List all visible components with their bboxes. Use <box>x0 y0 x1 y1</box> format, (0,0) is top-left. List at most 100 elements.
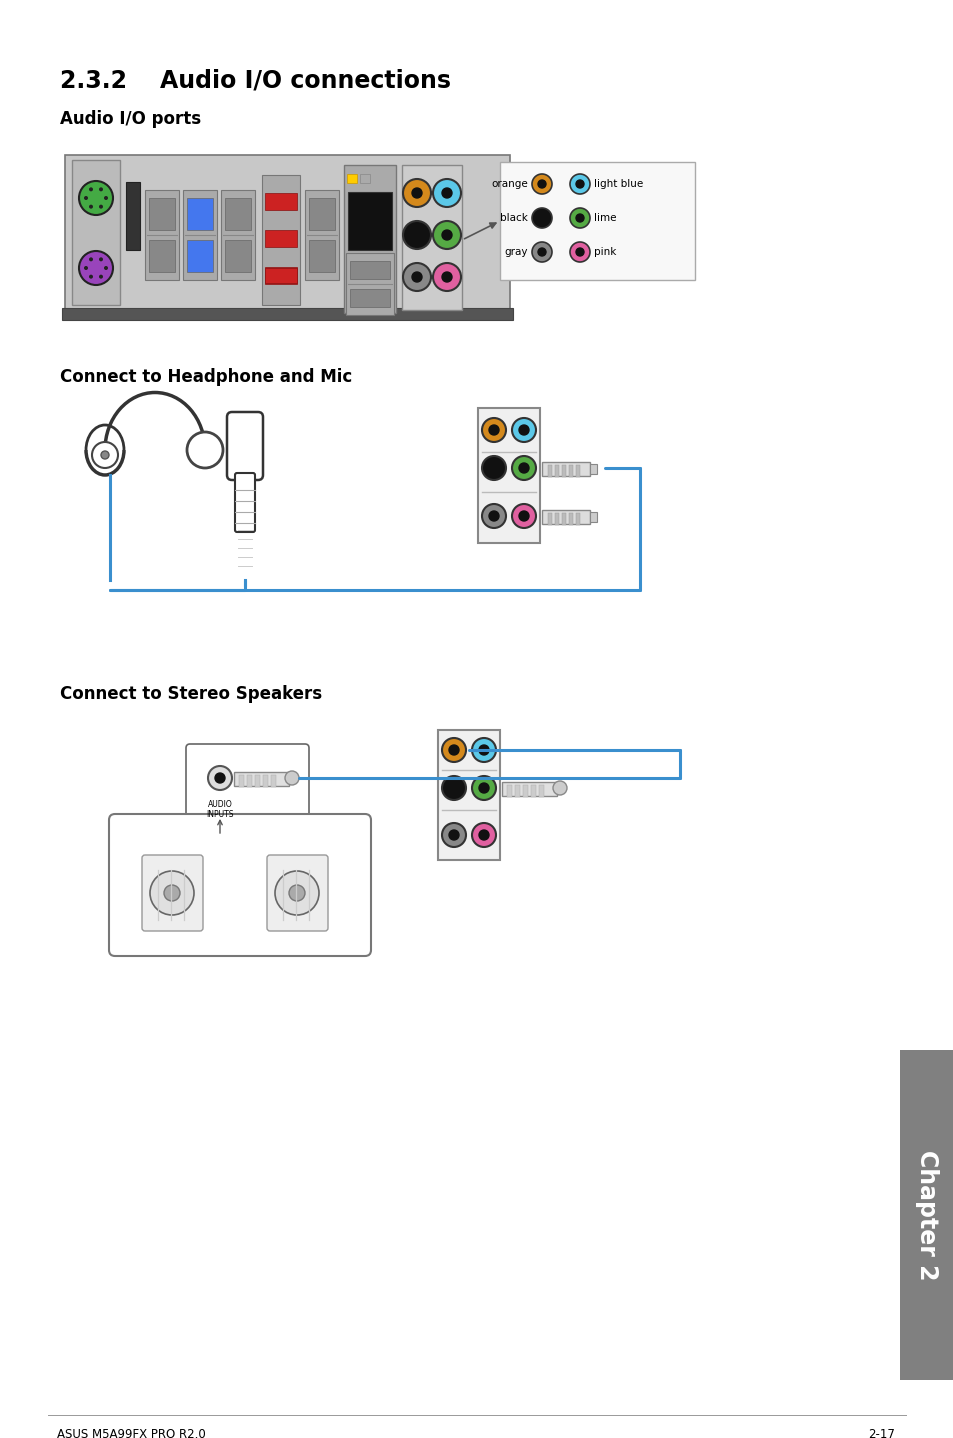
Bar <box>309 240 335 272</box>
Bar <box>437 731 499 860</box>
Bar <box>262 175 299 305</box>
Circle shape <box>481 456 505 480</box>
Bar <box>187 198 213 230</box>
Text: Connect to Headphone and Mic: Connect to Headphone and Mic <box>60 368 352 385</box>
Circle shape <box>412 272 421 282</box>
Circle shape <box>478 830 489 840</box>
Circle shape <box>79 181 112 216</box>
Bar <box>568 513 573 525</box>
FancyBboxPatch shape <box>109 814 371 956</box>
Circle shape <box>518 426 529 436</box>
Circle shape <box>481 418 505 441</box>
Text: Connect to Stereo Speakers: Connect to Stereo Speakers <box>60 684 322 703</box>
Circle shape <box>553 781 566 795</box>
Circle shape <box>274 871 318 915</box>
Bar <box>348 193 392 250</box>
Circle shape <box>289 884 305 902</box>
Circle shape <box>187 431 223 467</box>
Circle shape <box>489 426 498 436</box>
Circle shape <box>512 418 536 441</box>
Circle shape <box>569 174 589 194</box>
Bar <box>225 240 251 272</box>
FancyBboxPatch shape <box>267 856 328 930</box>
Text: orange: orange <box>491 178 527 188</box>
Circle shape <box>512 503 536 528</box>
Circle shape <box>89 187 92 191</box>
Text: ASUS M5A99FX PRO R2.0: ASUS M5A99FX PRO R2.0 <box>57 1428 206 1438</box>
Bar <box>561 464 565 477</box>
Bar <box>506 785 512 797</box>
Circle shape <box>449 784 458 792</box>
Bar <box>126 183 140 250</box>
Circle shape <box>472 738 496 762</box>
Bar <box>305 190 338 280</box>
Bar <box>589 464 597 475</box>
Circle shape <box>478 784 489 792</box>
Text: Chapter 2: Chapter 2 <box>914 1150 938 1280</box>
Bar <box>149 240 174 272</box>
Circle shape <box>441 777 465 800</box>
Circle shape <box>150 871 193 915</box>
Circle shape <box>104 196 108 200</box>
Circle shape <box>472 823 496 847</box>
Circle shape <box>285 771 298 785</box>
Circle shape <box>89 275 92 279</box>
Bar <box>221 190 254 280</box>
Bar <box>265 193 296 210</box>
Bar <box>265 230 296 247</box>
Circle shape <box>441 823 465 847</box>
Circle shape <box>433 263 460 290</box>
Bar <box>344 165 395 313</box>
Circle shape <box>441 738 465 762</box>
Bar <box>541 510 589 523</box>
Bar <box>561 513 565 525</box>
Circle shape <box>99 204 103 209</box>
Circle shape <box>99 257 103 262</box>
Circle shape <box>99 275 103 279</box>
Circle shape <box>518 463 529 473</box>
Circle shape <box>99 187 103 191</box>
Bar <box>568 464 573 477</box>
Circle shape <box>79 252 112 285</box>
Circle shape <box>489 510 498 521</box>
FancyBboxPatch shape <box>142 856 203 930</box>
FancyBboxPatch shape <box>227 413 263 480</box>
Bar <box>501 782 557 797</box>
Circle shape <box>84 266 88 270</box>
Circle shape <box>569 242 589 262</box>
Text: 2.3.2    Audio I/O connections: 2.3.2 Audio I/O connections <box>60 68 451 92</box>
Bar <box>71 160 120 305</box>
Circle shape <box>164 884 180 902</box>
Circle shape <box>472 777 496 800</box>
Bar <box>233 772 289 787</box>
Text: black: black <box>499 213 527 223</box>
Circle shape <box>101 452 109 459</box>
Bar <box>576 513 579 525</box>
Circle shape <box>512 456 536 480</box>
Circle shape <box>532 174 552 194</box>
Bar <box>65 155 510 311</box>
Circle shape <box>576 180 583 188</box>
Bar <box>62 308 513 321</box>
Bar <box>576 464 579 477</box>
Circle shape <box>412 230 421 240</box>
Text: lime: lime <box>594 213 616 223</box>
Circle shape <box>84 196 88 200</box>
Bar <box>183 190 216 280</box>
Circle shape <box>569 209 589 229</box>
Text: AUDIO
INPUTS: AUDIO INPUTS <box>206 800 233 820</box>
Bar <box>531 785 536 797</box>
Bar <box>187 240 213 272</box>
Bar <box>515 785 519 797</box>
Circle shape <box>441 188 452 198</box>
Circle shape <box>489 463 498 473</box>
Circle shape <box>89 204 92 209</box>
Bar <box>149 198 174 230</box>
Circle shape <box>89 257 92 262</box>
Circle shape <box>433 221 460 249</box>
Circle shape <box>402 221 431 249</box>
Bar <box>547 513 552 525</box>
Bar <box>254 775 260 787</box>
Circle shape <box>441 272 452 282</box>
Circle shape <box>537 180 545 188</box>
